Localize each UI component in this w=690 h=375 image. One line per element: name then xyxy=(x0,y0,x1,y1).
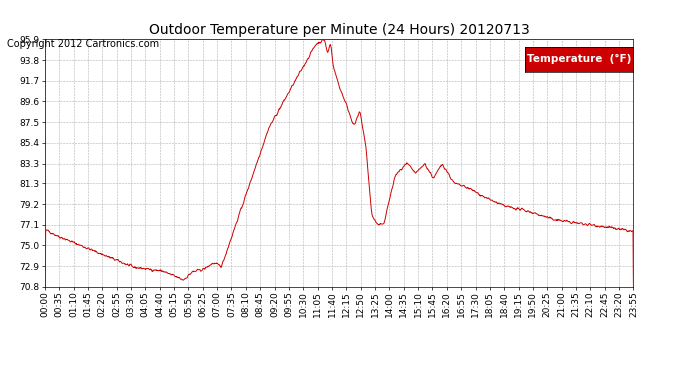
Text: Copyright 2012 Cartronics.com: Copyright 2012 Cartronics.com xyxy=(7,39,159,50)
Title: Outdoor Temperature per Minute (24 Hours) 20120713: Outdoor Temperature per Minute (24 Hours… xyxy=(149,23,529,37)
